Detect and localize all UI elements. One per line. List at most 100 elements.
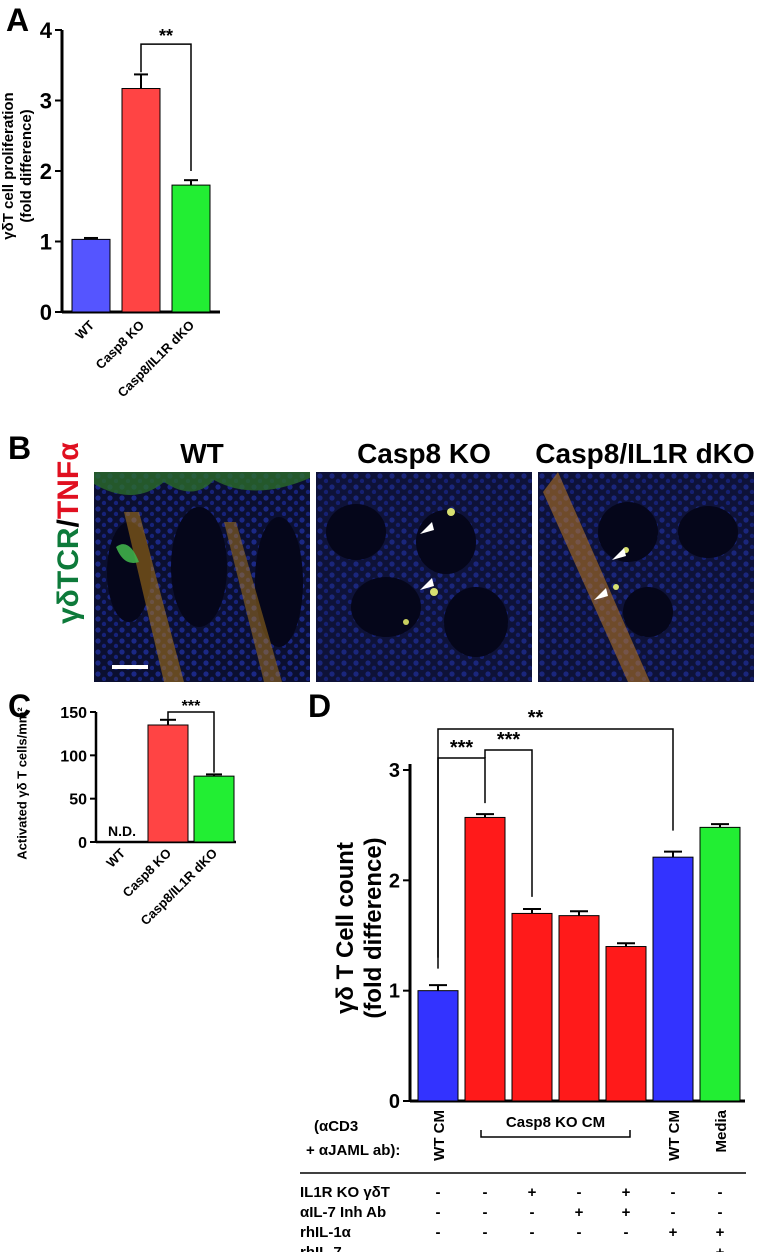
micrograph-casp8: [316, 472, 532, 682]
treatment-cell: -: [577, 1244, 582, 1252]
treatment-cell: -: [718, 1184, 723, 1201]
treatment-cell: -: [436, 1244, 441, 1252]
micrograph-casp8-image: [316, 472, 532, 682]
bar: [147, 724, 189, 843]
micrograph-dko: [538, 472, 754, 682]
bar-label-wt-cm: WT CM: [666, 1110, 683, 1161]
treatment-cell: -: [530, 1204, 535, 1221]
treatment-cell: -: [577, 1184, 582, 1201]
treatment-cell: -: [436, 1204, 441, 1221]
panel-letter-a: A: [6, 2, 30, 38]
y-tick-label: 3: [389, 760, 400, 782]
x-tick-label: WT: [72, 317, 97, 342]
treatment-cell: -: [671, 1204, 676, 1221]
panel-letter-b: B: [8, 430, 32, 466]
x-tick-label: WT: [103, 845, 128, 870]
bar: [193, 775, 235, 843]
side-label-red: TNFα: [52, 442, 85, 520]
y-tick-label: 1: [40, 230, 52, 255]
treatment-cell: +: [528, 1184, 537, 1201]
cm-label-2: + αJAML ab):: [306, 1142, 400, 1159]
treatment-cell: -: [718, 1204, 723, 1221]
bar: [558, 915, 600, 1102]
significance-label: ***: [497, 729, 521, 751]
treatment-row-label: IL1R KO γδT: [300, 1184, 390, 1201]
panel-c: C Activated γδ T cells/mm² 0 50 100 150 N.D.…: [0, 688, 320, 930]
micro-title-dko: Casp8/IL1R dKO: [535, 438, 755, 469]
y-tick-label: 0: [389, 1091, 400, 1113]
treatment-cell: -: [436, 1184, 441, 1201]
side-label-green: γδTCR: [52, 527, 85, 624]
arrow-icon: [420, 522, 434, 534]
bar: [605, 946, 647, 1102]
bar-label-wt-cm: WT CM: [431, 1110, 448, 1161]
bar: [511, 912, 553, 1102]
micro-title-casp8: Casp8 KO: [357, 438, 491, 469]
significance-bracket: [140, 43, 192, 171]
treatment-cell: +: [622, 1204, 631, 1221]
y-tick-label: 0: [78, 835, 87, 852]
significance-label: ***: [450, 737, 474, 759]
treatment-cell: -: [483, 1184, 488, 1201]
treatment-row-label: rhIL-7: [300, 1244, 342, 1252]
treatment-cell: +: [575, 1204, 584, 1221]
panel-a: A γδT cell proliferation (fold differenc…: [0, 0, 320, 440]
panel-b: B γδTCR/TNFα WT Casp8 KO Casp8/IL1R dKO: [0, 430, 761, 690]
arrow-icon: [420, 578, 434, 590]
bar: [464, 816, 506, 1102]
y-tick-label: 2: [40, 159, 52, 184]
micro-title-wt: WT: [180, 438, 224, 469]
bar: [417, 990, 459, 1102]
casp8-group-bracket: [480, 1130, 631, 1138]
scale-bar: [112, 665, 148, 669]
bar: [121, 88, 161, 313]
micrograph-dko-image: [538, 472, 754, 682]
significance-label: **: [159, 26, 173, 46]
treatment-cell: -: [436, 1224, 441, 1241]
treatment-cell: -: [483, 1204, 488, 1221]
treatment-cell: -: [624, 1244, 629, 1252]
treatment-cell: -: [577, 1224, 582, 1241]
micrograph-wt: [94, 472, 310, 682]
treatment-row-label: αIL-7 Inh Ab: [300, 1204, 386, 1221]
treatment-cell: -: [624, 1224, 629, 1241]
significance-label: **: [528, 707, 544, 729]
y-tick-label: 1: [389, 981, 400, 1003]
bar: [171, 184, 211, 313]
y-tick-label: 0: [40, 300, 52, 325]
y-tick-label: 150: [60, 705, 87, 722]
casp8-group-label: Casp8 KO CM: [506, 1114, 605, 1131]
arrow-icon: [612, 548, 626, 560]
side-label-sep: /: [52, 519, 85, 528]
treatment-cell: +: [716, 1224, 725, 1241]
treatment-cell: -: [483, 1244, 488, 1252]
nd-label: N.D.: [108, 823, 136, 839]
treatment-cell: -: [671, 1244, 676, 1252]
treatment-cell: -: [671, 1184, 676, 1201]
treatment-cell: +: [622, 1184, 631, 1201]
panel-b-side-label: γδTCR/TNFα: [52, 442, 86, 624]
treatment-cell: +: [716, 1244, 725, 1252]
arrow-icon: [594, 588, 608, 600]
bar: [652, 856, 694, 1102]
cm-label-1: (αCD3: [314, 1118, 358, 1135]
y-tick-label: 3: [40, 89, 52, 114]
panel-letter-d: D: [308, 688, 332, 724]
y-tick-label: 4: [40, 18, 53, 43]
significance-label: ***: [182, 698, 201, 715]
y-tick-label: 50: [69, 792, 87, 809]
treatment-cell: -: [530, 1224, 535, 1241]
micrograph-wt-image: [94, 472, 310, 682]
bar-label-media: Media: [713, 1109, 730, 1152]
y-tick-label: 100: [60, 748, 87, 765]
treatment-cell: -: [530, 1244, 535, 1252]
treatment-row-label: rhIL-1α: [300, 1224, 352, 1241]
significance-bracket: [167, 711, 215, 773]
bar: [699, 826, 741, 1102]
bar: [71, 238, 111, 313]
significance-bracket: [484, 749, 533, 897]
